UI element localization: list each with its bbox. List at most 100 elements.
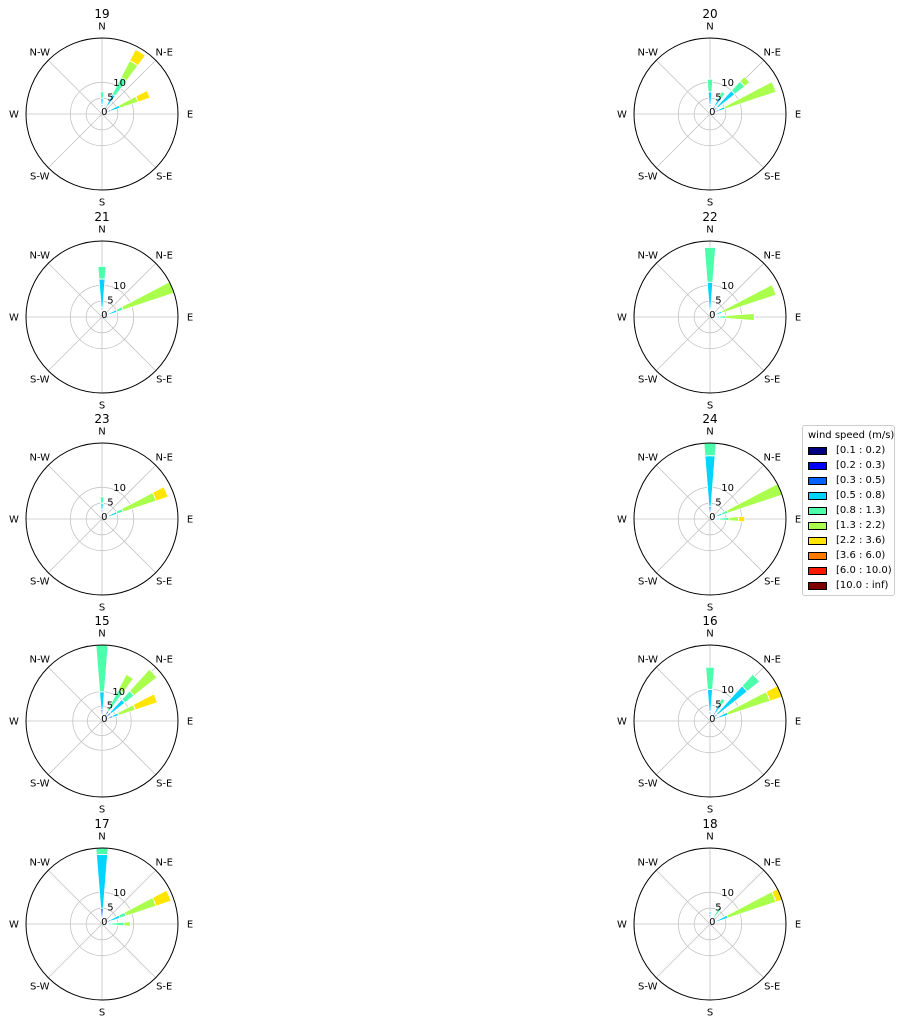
windrose-bar — [718, 90, 726, 100]
direction-label: N-E — [156, 857, 173, 868]
windrose-bar — [99, 496, 105, 504]
direction-label: E — [795, 313, 801, 324]
direction-label: S-W — [638, 779, 658, 790]
panel-title: 22 — [702, 210, 717, 224]
direction-gridline — [709, 869, 765, 925]
radial-tick-label: 10 — [721, 483, 734, 494]
direction-gridline — [101, 518, 157, 574]
direction-label: E — [187, 515, 193, 526]
radial-tick-label: 0 — [101, 310, 107, 321]
direction-label: N — [98, 22, 105, 33]
windrose-bar — [708, 910, 712, 916]
direction-label: S — [99, 1008, 105, 1019]
direction-label: S-W — [638, 375, 658, 386]
direction-label: N — [706, 225, 713, 236]
radial-tick-label: 5 — [107, 701, 113, 712]
direction-label: W — [9, 313, 19, 324]
legend-title: wind speed (m/s) — [808, 430, 895, 441]
windrose-bar — [95, 847, 109, 856]
panel-title: 16 — [702, 614, 717, 628]
direction-label: N — [98, 629, 105, 640]
windrose-bar — [728, 516, 739, 522]
direction-label: E — [795, 515, 801, 526]
legend-label: [2.2 : 3.6) — [836, 535, 886, 546]
direction-gridline — [655, 869, 711, 925]
panel-title: 19 — [94, 7, 109, 21]
direction-gridline — [47, 869, 103, 925]
legend-label: [0.8 : 1.3) — [836, 505, 886, 516]
direction-label: N — [706, 629, 713, 640]
windrose-bar — [725, 312, 755, 322]
windrose-bar — [703, 246, 717, 283]
panel-title: 15 — [94, 614, 109, 628]
direction-label: N-E — [764, 857, 781, 868]
direction-gridline — [47, 666, 103, 722]
direction-label: N — [706, 22, 713, 33]
direction-gridline — [709, 720, 765, 776]
radial-tick-label: 0 — [101, 512, 107, 523]
direction-gridline — [47, 59, 103, 115]
windrose-bar — [100, 502, 104, 511]
radial-tick-label: 0 — [709, 107, 715, 118]
direction-label: N-W — [29, 47, 50, 58]
legend: wind speed (m/s) [0.1 : 0.2) [0.2 : 0.3)… — [802, 425, 895, 596]
direction-label: S — [99, 198, 105, 209]
windrose-bar — [705, 666, 715, 690]
windrose-bar — [720, 284, 777, 314]
direction-label: S — [707, 198, 713, 209]
direction-gridline — [655, 464, 711, 520]
windrose-bar — [726, 891, 777, 919]
direction-label: W — [617, 717, 627, 728]
direction-label: S-W — [30, 779, 50, 790]
direction-label: S-E — [156, 982, 172, 993]
direction-label: N-E — [764, 654, 781, 665]
windrose-bar — [121, 281, 175, 311]
panel-title: 18 — [702, 817, 717, 831]
radial-tick-label: 10 — [721, 685, 734, 696]
radial-tick-label: 0 — [709, 512, 715, 523]
legend-label: [0.3 : 0.5) — [836, 475, 886, 486]
panel-title: 21 — [94, 210, 109, 224]
direction-label: N-E — [156, 47, 173, 58]
polar-axis-frame — [633, 37, 787, 191]
direction-label: N-E — [156, 250, 173, 261]
direction-gridline — [655, 316, 711, 372]
direction-gridline — [709, 262, 765, 318]
legend-swatch — [808, 552, 827, 560]
direction-gridline — [655, 720, 711, 776]
windrose-bar — [707, 91, 713, 106]
direction-label: W — [617, 920, 627, 931]
direction-label: S-W — [30, 172, 50, 183]
legend-label: [0.2 : 0.3) — [836, 460, 886, 471]
windrose-bar — [110, 921, 125, 927]
legend-swatch — [808, 537, 827, 545]
direction-label: E — [187, 717, 193, 728]
direction-label: N-W — [29, 452, 50, 463]
windrose-bar — [109, 104, 121, 112]
legend-swatch — [808, 447, 827, 455]
radial-tick-label: 10 — [721, 78, 734, 89]
radial-tick-label: 0 — [101, 714, 107, 725]
legend-swatch — [808, 582, 827, 590]
windrose-bar — [706, 281, 714, 312]
windrose-bar — [100, 97, 104, 106]
direction-label: S-W — [30, 577, 50, 588]
direction-label: N-W — [637, 654, 658, 665]
direction-label: N — [98, 427, 105, 438]
windrose-bar — [132, 693, 159, 711]
radial-tick-label: 0 — [709, 310, 715, 321]
windrose-bar — [123, 896, 157, 917]
direction-gridline — [655, 113, 711, 169]
legend-swatch — [808, 492, 827, 500]
legend-swatch — [808, 507, 827, 515]
direction-gridline — [709, 113, 765, 169]
polar-axis-frame — [633, 240, 787, 394]
direction-gridline — [655, 923, 711, 979]
direction-label: N-W — [637, 250, 658, 261]
radial-tick-label: 0 — [709, 714, 715, 725]
direction-gridline — [101, 720, 157, 776]
